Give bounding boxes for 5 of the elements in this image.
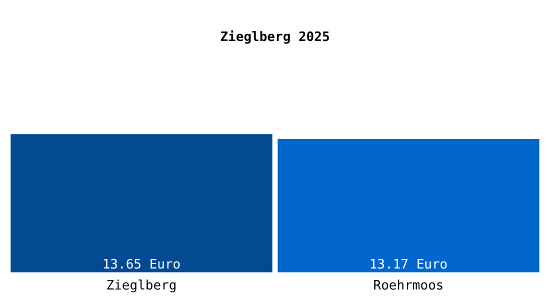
x-tick-label: Zieglberg <box>106 278 177 294</box>
data-label: 13.17 Euro <box>369 257 448 272</box>
x-tick-label: Roehrmoos <box>373 278 444 294</box>
chart-title: Zieglberg 2025 <box>220 30 330 46</box>
data-label: 13.65 Euro <box>102 257 181 272</box>
